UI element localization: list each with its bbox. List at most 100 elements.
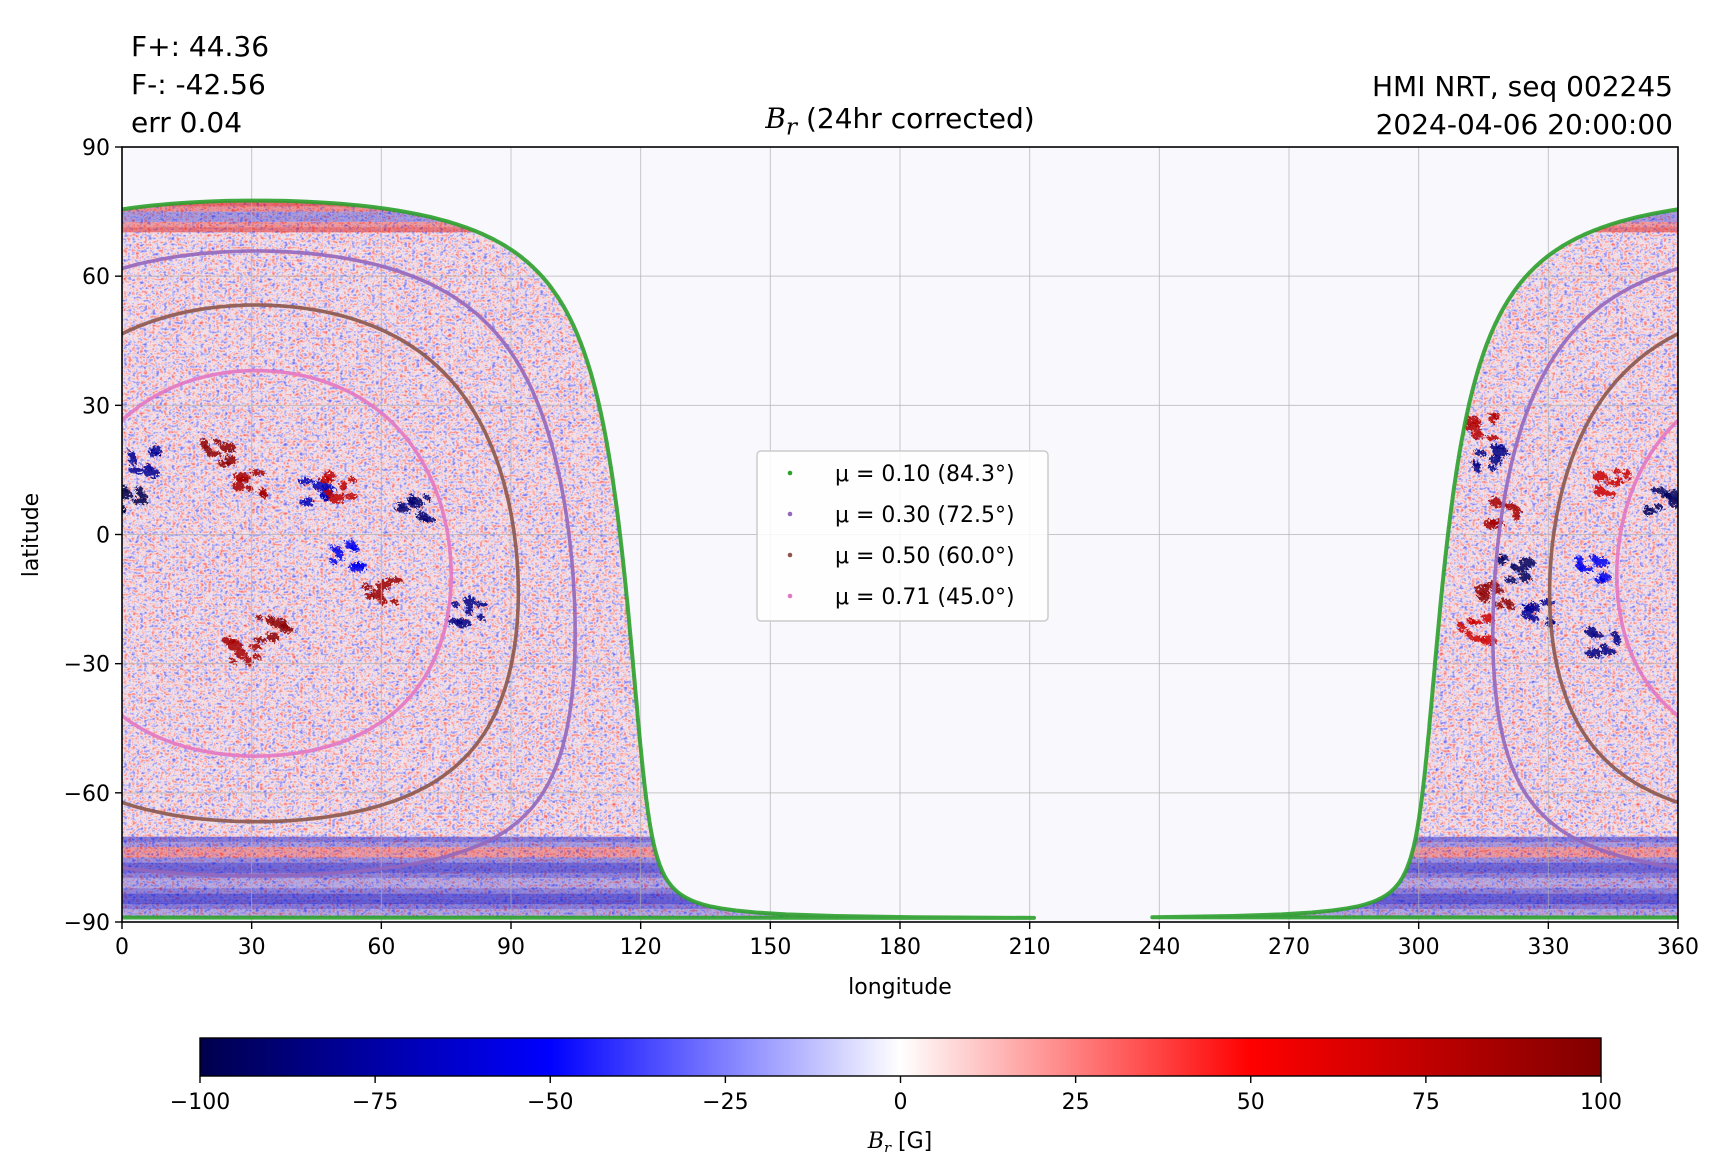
active-region-patch — [350, 545, 359, 552]
y-tick-label: 90 — [82, 136, 110, 161]
active-region-patch — [324, 489, 333, 496]
data-source: HMI NRT, seq 002245 — [1371, 70, 1673, 103]
active-region-patch — [122, 508, 126, 514]
active-region-patch — [129, 455, 138, 466]
mu-contour-line — [122, 303, 521, 824]
active-region-patch — [128, 467, 145, 474]
active-region-patch — [1489, 454, 1502, 465]
colorbar-tick-label: −50 — [527, 1090, 573, 1115]
legend-label: μ = 0.10 (84.3°) — [835, 462, 1015, 487]
observation-timestamp: 2024-04-06 20:00:00 — [1375, 108, 1673, 141]
active-region-patch — [220, 442, 237, 453]
flux-summary: F+: 44.36 F-: -42.56 err 0.04 — [131, 28, 269, 142]
mu-contour-line — [1547, 331, 1678, 805]
active-region-patch — [1488, 464, 1496, 471]
legend-marker — [787, 470, 793, 476]
observation-info: HMI NRT, seq 002245 2024-04-06 20:00:00 — [1372, 68, 1673, 144]
y-axis-label: latitude — [19, 493, 44, 577]
x-tick-label: 90 — [497, 935, 525, 960]
colorbar: −100 −75 −50 −25 0 25 50 75 100 Br [G] — [170, 1037, 1622, 1152]
colorbar-tick-label: −100 — [170, 1090, 230, 1115]
active-region-patch — [226, 640, 243, 651]
active-region-patch — [249, 643, 261, 650]
active-region-patch — [229, 658, 238, 665]
active-region-patch — [252, 653, 261, 660]
active-region-patch — [1482, 613, 1494, 624]
active-region-patch — [348, 562, 365, 573]
mu-contour-line — [122, 368, 453, 758]
active-region-patch — [330, 545, 343, 552]
active-region-patch — [1512, 514, 1521, 521]
active-region-patch — [217, 460, 230, 467]
active-region-patch — [1457, 622, 1466, 633]
active-region-patch — [127, 450, 136, 457]
active-region-patch — [1500, 598, 1509, 605]
x-tick-label: 60 — [367, 935, 395, 960]
active-region-patch — [395, 506, 411, 513]
active-region-patch — [255, 615, 264, 621]
y-axis-ticks: 90 60 30 0 −30 −60 −90 — [64, 136, 122, 936]
y-tick-label: 0 — [96, 524, 110, 549]
legend: μ = 0.10 (84.3°) μ = 0.30 (72.5°) μ = 0.50… — [756, 450, 1049, 622]
active-region-patch — [455, 618, 472, 629]
active-region-patch — [1518, 572, 1531, 583]
colorbar-label-unit: [G] — [891, 1129, 932, 1152]
legend-marker — [787, 552, 793, 558]
active-region-patch — [1496, 555, 1505, 566]
active-region-patch — [318, 476, 331, 483]
mu-contours — [122, 198, 1678, 920]
flux-error: err 0.04 — [131, 106, 243, 139]
active-region-patch — [254, 637, 267, 644]
colorbar-tick-label: 100 — [1580, 1090, 1622, 1115]
mu-contour-line — [1491, 266, 1678, 870]
active-region-patch — [1464, 630, 1473, 637]
active-region-patch — [297, 478, 314, 485]
active-regions — [122, 412, 1678, 667]
y-tick-label: −60 — [64, 782, 110, 807]
active-region-patch — [1615, 477, 1624, 484]
x-tick-label: 30 — [238, 935, 266, 960]
flux-positive: F+: 44.36 — [131, 30, 270, 63]
x-tick-label: 120 — [620, 935, 662, 960]
active-region-patch — [280, 623, 289, 630]
active-region-patch — [312, 480, 329, 491]
mu-contour-line — [122, 249, 577, 878]
y-tick-label: 60 — [82, 265, 110, 290]
active-region-patch — [1592, 557, 1609, 568]
colorbar-tick-label: 75 — [1412, 1090, 1440, 1115]
active-region-patch — [477, 614, 485, 621]
colorbar-tick-label: 50 — [1237, 1090, 1265, 1115]
active-region-patch — [1592, 471, 1609, 482]
active-region-patch — [407, 497, 424, 508]
legend-label: μ = 0.50 (60.0°) — [835, 544, 1015, 569]
x-tick-label: 180 — [879, 935, 921, 960]
colorbar-tick-label: −25 — [702, 1090, 748, 1115]
x-tick-label: 210 — [1009, 935, 1051, 960]
active-region-patch — [1486, 434, 1499, 441]
active-region-patch — [249, 469, 266, 476]
active-region-patch — [1471, 429, 1484, 440]
colorbar-tick-label: 25 — [1062, 1090, 1090, 1115]
active-region-patch — [339, 480, 348, 491]
colorbar-tick-label: 0 — [894, 1090, 908, 1115]
x-axis-ticks: 0 30 60 90 120 150 180 210 240 270 300 330 360 — [115, 922, 1699, 960]
active-region-patch — [347, 476, 356, 483]
active-region-patch — [386, 577, 403, 584]
active-region-patch — [365, 593, 373, 600]
title-subscript: r — [785, 112, 798, 141]
mu-contour-line — [1150, 207, 1678, 920]
active-region-patch — [370, 588, 383, 599]
active-region-patch — [298, 499, 307, 506]
active-region-patch — [1474, 584, 1491, 595]
x-tick-label: 270 — [1268, 935, 1310, 960]
x-tick-label: 330 — [1527, 935, 1569, 960]
legend-frame — [756, 450, 1049, 622]
active-region-patch — [329, 558, 338, 564]
active-region-patch — [1539, 599, 1556, 606]
active-region-patch — [1488, 413, 1497, 424]
active-region-patch — [328, 493, 345, 504]
active-region-patch — [464, 596, 477, 607]
active-region-patch — [267, 632, 280, 643]
